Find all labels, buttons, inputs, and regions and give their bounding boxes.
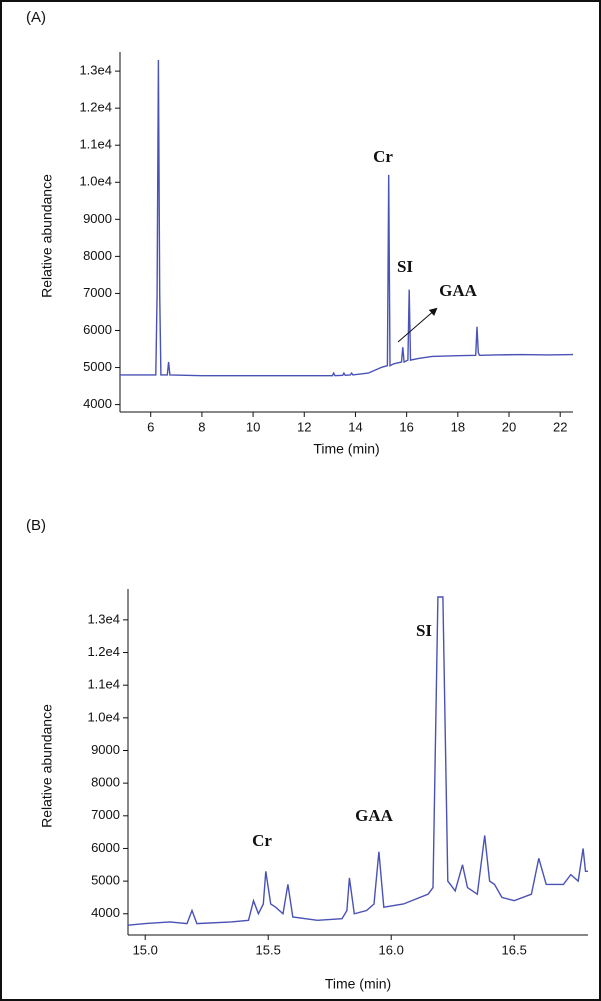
peak-label: SI <box>416 621 432 640</box>
peak-label: GAA <box>355 806 394 825</box>
y-tick-label: 1.3e4 <box>87 611 120 626</box>
x-tick-label: 16.5 <box>502 942 527 957</box>
y-tick-label: 8000 <box>83 248 112 263</box>
peak-label: GAA <box>439 281 478 300</box>
x-tick-label: 20 <box>502 419 516 434</box>
y-tick-label: 1.2e4 <box>87 644 120 659</box>
y-tick-label: 1.1e4 <box>87 677 120 692</box>
y-axis-title: Relative abundance <box>39 174 55 298</box>
y-tick-label: 6000 <box>83 322 112 337</box>
x-axis-title: Time (min) <box>325 976 391 992</box>
trace <box>127 596 588 926</box>
y-tick-label: 6000 <box>91 840 120 855</box>
y-tick-label: 4000 <box>83 396 112 411</box>
panel-label: (B) <box>26 517 46 534</box>
x-tick-label: 14 <box>348 419 362 434</box>
x-tick-label: 10 <box>246 419 260 434</box>
x-tick-label: 15.5 <box>256 942 281 957</box>
y-tick-label: 1.3e4 <box>79 63 112 78</box>
x-axis-title: Time (min) <box>313 441 379 457</box>
y-tick-label: 1.0e4 <box>87 709 120 724</box>
y-tick-label: 1.2e4 <box>79 100 112 115</box>
x-tick-label: 8 <box>198 419 205 434</box>
y-tick-label: 1.0e4 <box>79 174 112 189</box>
y-tick-label: 9000 <box>91 742 120 757</box>
x-tick-label: 12 <box>297 419 311 434</box>
y-tick-label: 4000 <box>91 905 120 920</box>
y-tick-label: 1.1e4 <box>79 137 112 152</box>
y-tick-label: 8000 <box>91 775 120 790</box>
y-tick-label: 7000 <box>83 285 112 300</box>
panel-label: (A) <box>26 9 46 26</box>
x-tick-label: 16 <box>399 419 413 434</box>
y-tick-label: 5000 <box>83 359 112 374</box>
peak-label: Cr <box>373 147 393 166</box>
y-axis-title: Relative abundance <box>39 704 55 828</box>
x-tick-label: 18 <box>451 419 465 434</box>
y-tick-label: 7000 <box>91 807 120 822</box>
x-tick-label: 15.0 <box>133 942 158 957</box>
peak-label: Cr <box>252 831 272 850</box>
x-tick-label: 16.0 <box>379 942 404 957</box>
peak-label: SI <box>397 257 413 276</box>
x-tick-label: 6 <box>147 419 154 434</box>
y-tick-label: 9000 <box>83 211 112 226</box>
arrow <box>397 307 438 343</box>
trace <box>120 59 574 377</box>
y-tick-label: 5000 <box>91 873 120 888</box>
x-tick-label: 22 <box>553 419 567 434</box>
